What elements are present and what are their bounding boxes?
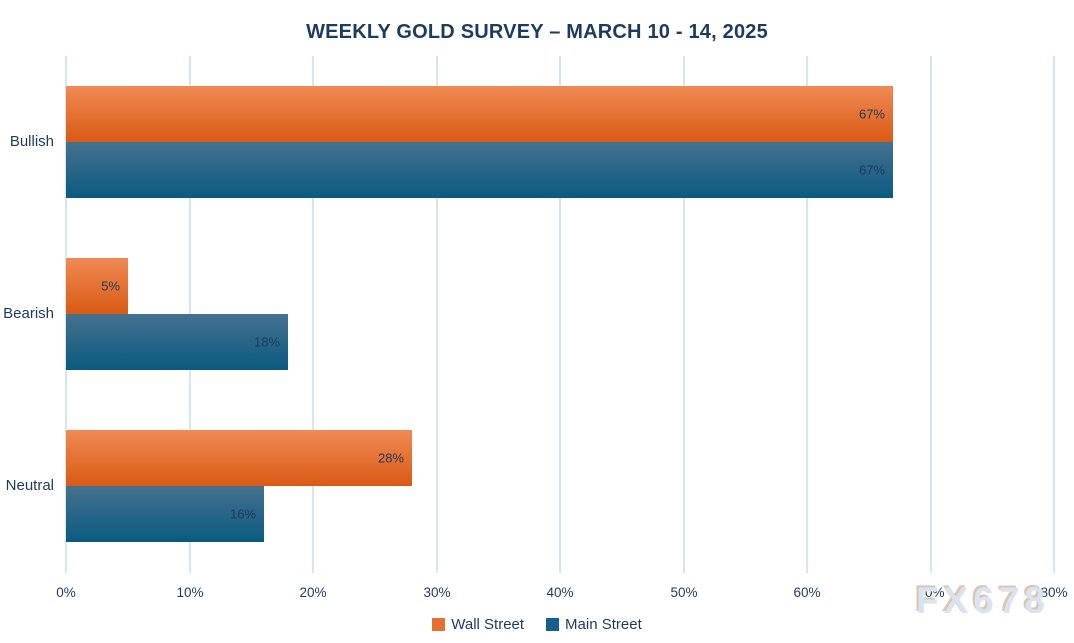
watermark: FX678 [915, 580, 1050, 621]
category-label-neutral: Neutral [5, 477, 54, 494]
legend-item-main-street: Main Street [546, 616, 642, 633]
gridline [436, 56, 438, 573]
bar-bullish-wall-street: 67% [66, 86, 893, 142]
data-label: 67% [858, 106, 885, 122]
bar-bearish-main-street: 18% [66, 314, 288, 370]
legend-label: Main Street [565, 616, 642, 633]
bar-neutral-main-street: 16% [66, 486, 264, 542]
x-axis-tick-label: 70% [917, 585, 945, 600]
gridline [930, 56, 932, 573]
data-label: 5% [101, 278, 120, 294]
x-axis-tick-label: 10% [176, 585, 204, 600]
legend-label: Wall Street [451, 616, 525, 633]
data-label: 67% [858, 162, 885, 178]
plot-area: 67% 67% 5% 18% 28% 16% [65, 56, 1055, 573]
gridline [559, 56, 561, 573]
x-axis-tick-label: 80% [1040, 585, 1068, 600]
x-axis-tick-label: 40% [546, 585, 574, 600]
x-axis-tick-label: 0% [56, 585, 76, 600]
x-axis-tick-label: 30% [423, 585, 451, 600]
x-axis-tick-label: 50% [670, 585, 698, 600]
legend-item-wall-street: Wall Street [432, 616, 524, 633]
gridline [683, 56, 685, 573]
data-label: 28% [377, 450, 404, 466]
data-label: 18% [253, 334, 280, 350]
chart-title: WEEKLY GOLD SURVEY – MARCH 10 - 14, 2025 [306, 21, 768, 43]
legend-swatch-icon [432, 618, 446, 631]
gridline [1053, 56, 1055, 573]
bar-bullish-main-street: 67% [66, 142, 893, 198]
x-axis-tick-label: 20% [299, 585, 327, 600]
x-axis-tick-label: 60% [793, 585, 821, 600]
bar-neutral-wall-street: 28% [66, 430, 412, 486]
gridline [312, 56, 314, 573]
bar-bearish-wall-street: 5% [66, 258, 128, 314]
category-label-bullish: Bullish [9, 133, 54, 150]
legend-swatch-icon [546, 618, 560, 631]
legend: Wall Street Main Street [0, 616, 1074, 633]
gridline [806, 56, 808, 573]
data-label: 16% [229, 506, 256, 522]
category-label-bearish: Bearish [3, 305, 54, 322]
